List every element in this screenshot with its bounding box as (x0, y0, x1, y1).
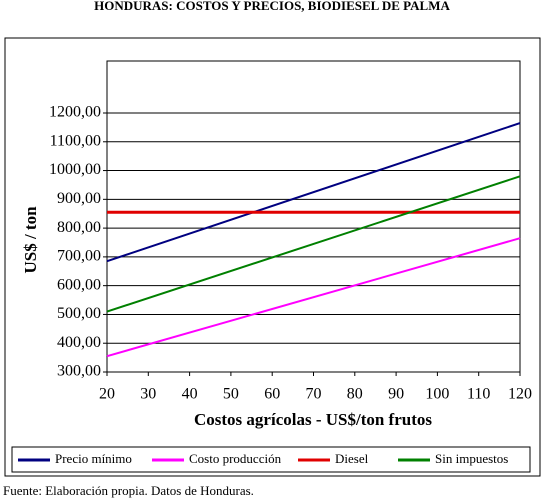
x-tick-label: 70 (306, 386, 322, 403)
y-tick-label: 800,00 (57, 219, 101, 236)
x-tick-label: 110 (467, 386, 490, 403)
x-tick-label: 60 (264, 386, 280, 403)
y-tick-label: 700,00 (57, 248, 101, 265)
x-tick-label: 90 (388, 386, 404, 403)
x-tick-label: 120 (508, 386, 532, 403)
y-tick-label: 900,00 (57, 190, 101, 207)
y-tick-label: 600,00 (57, 276, 101, 293)
y-tick-label: 300,00 (57, 363, 101, 380)
legend-label: Costo producción (189, 451, 282, 466)
y-tick-label: 1100,00 (50, 132, 101, 149)
series-line (106, 122, 521, 263)
plot-border (106, 60, 521, 373)
x-tick-label: 40 (182, 386, 198, 403)
y-tick-label: 400,00 (57, 334, 101, 351)
series-line (106, 237, 521, 358)
chart-title: HONDURAS: COSTOS Y PRECIOS, BIODIESEL DE… (94, 0, 450, 13)
y-tick-label: 1000,00 (49, 161, 101, 178)
legend-label: Diesel (335, 451, 369, 466)
legend-label: Precio mínimo (55, 451, 132, 466)
x-tick-label: 20 (99, 386, 115, 403)
legend-box (11, 446, 531, 473)
y-tick-label: 500,00 (57, 305, 101, 322)
source-note: Fuente: Elaboración propia. Datos de Hon… (3, 483, 254, 498)
y-axis-label: US$ / ton (21, 206, 40, 274)
legend-label: Sin impuestos (435, 451, 508, 466)
x-axis-label: Costos agrícolas - US$/ton frutos (194, 410, 432, 429)
x-tick-label: 100 (425, 386, 449, 403)
chart-frame (4, 37, 541, 477)
x-tick-label: 50 (223, 386, 239, 403)
x-tick-label: 30 (140, 386, 156, 403)
series-line (106, 175, 521, 313)
y-tick-label: 1200,00 (49, 104, 101, 121)
x-tick-label: 80 (347, 386, 363, 403)
